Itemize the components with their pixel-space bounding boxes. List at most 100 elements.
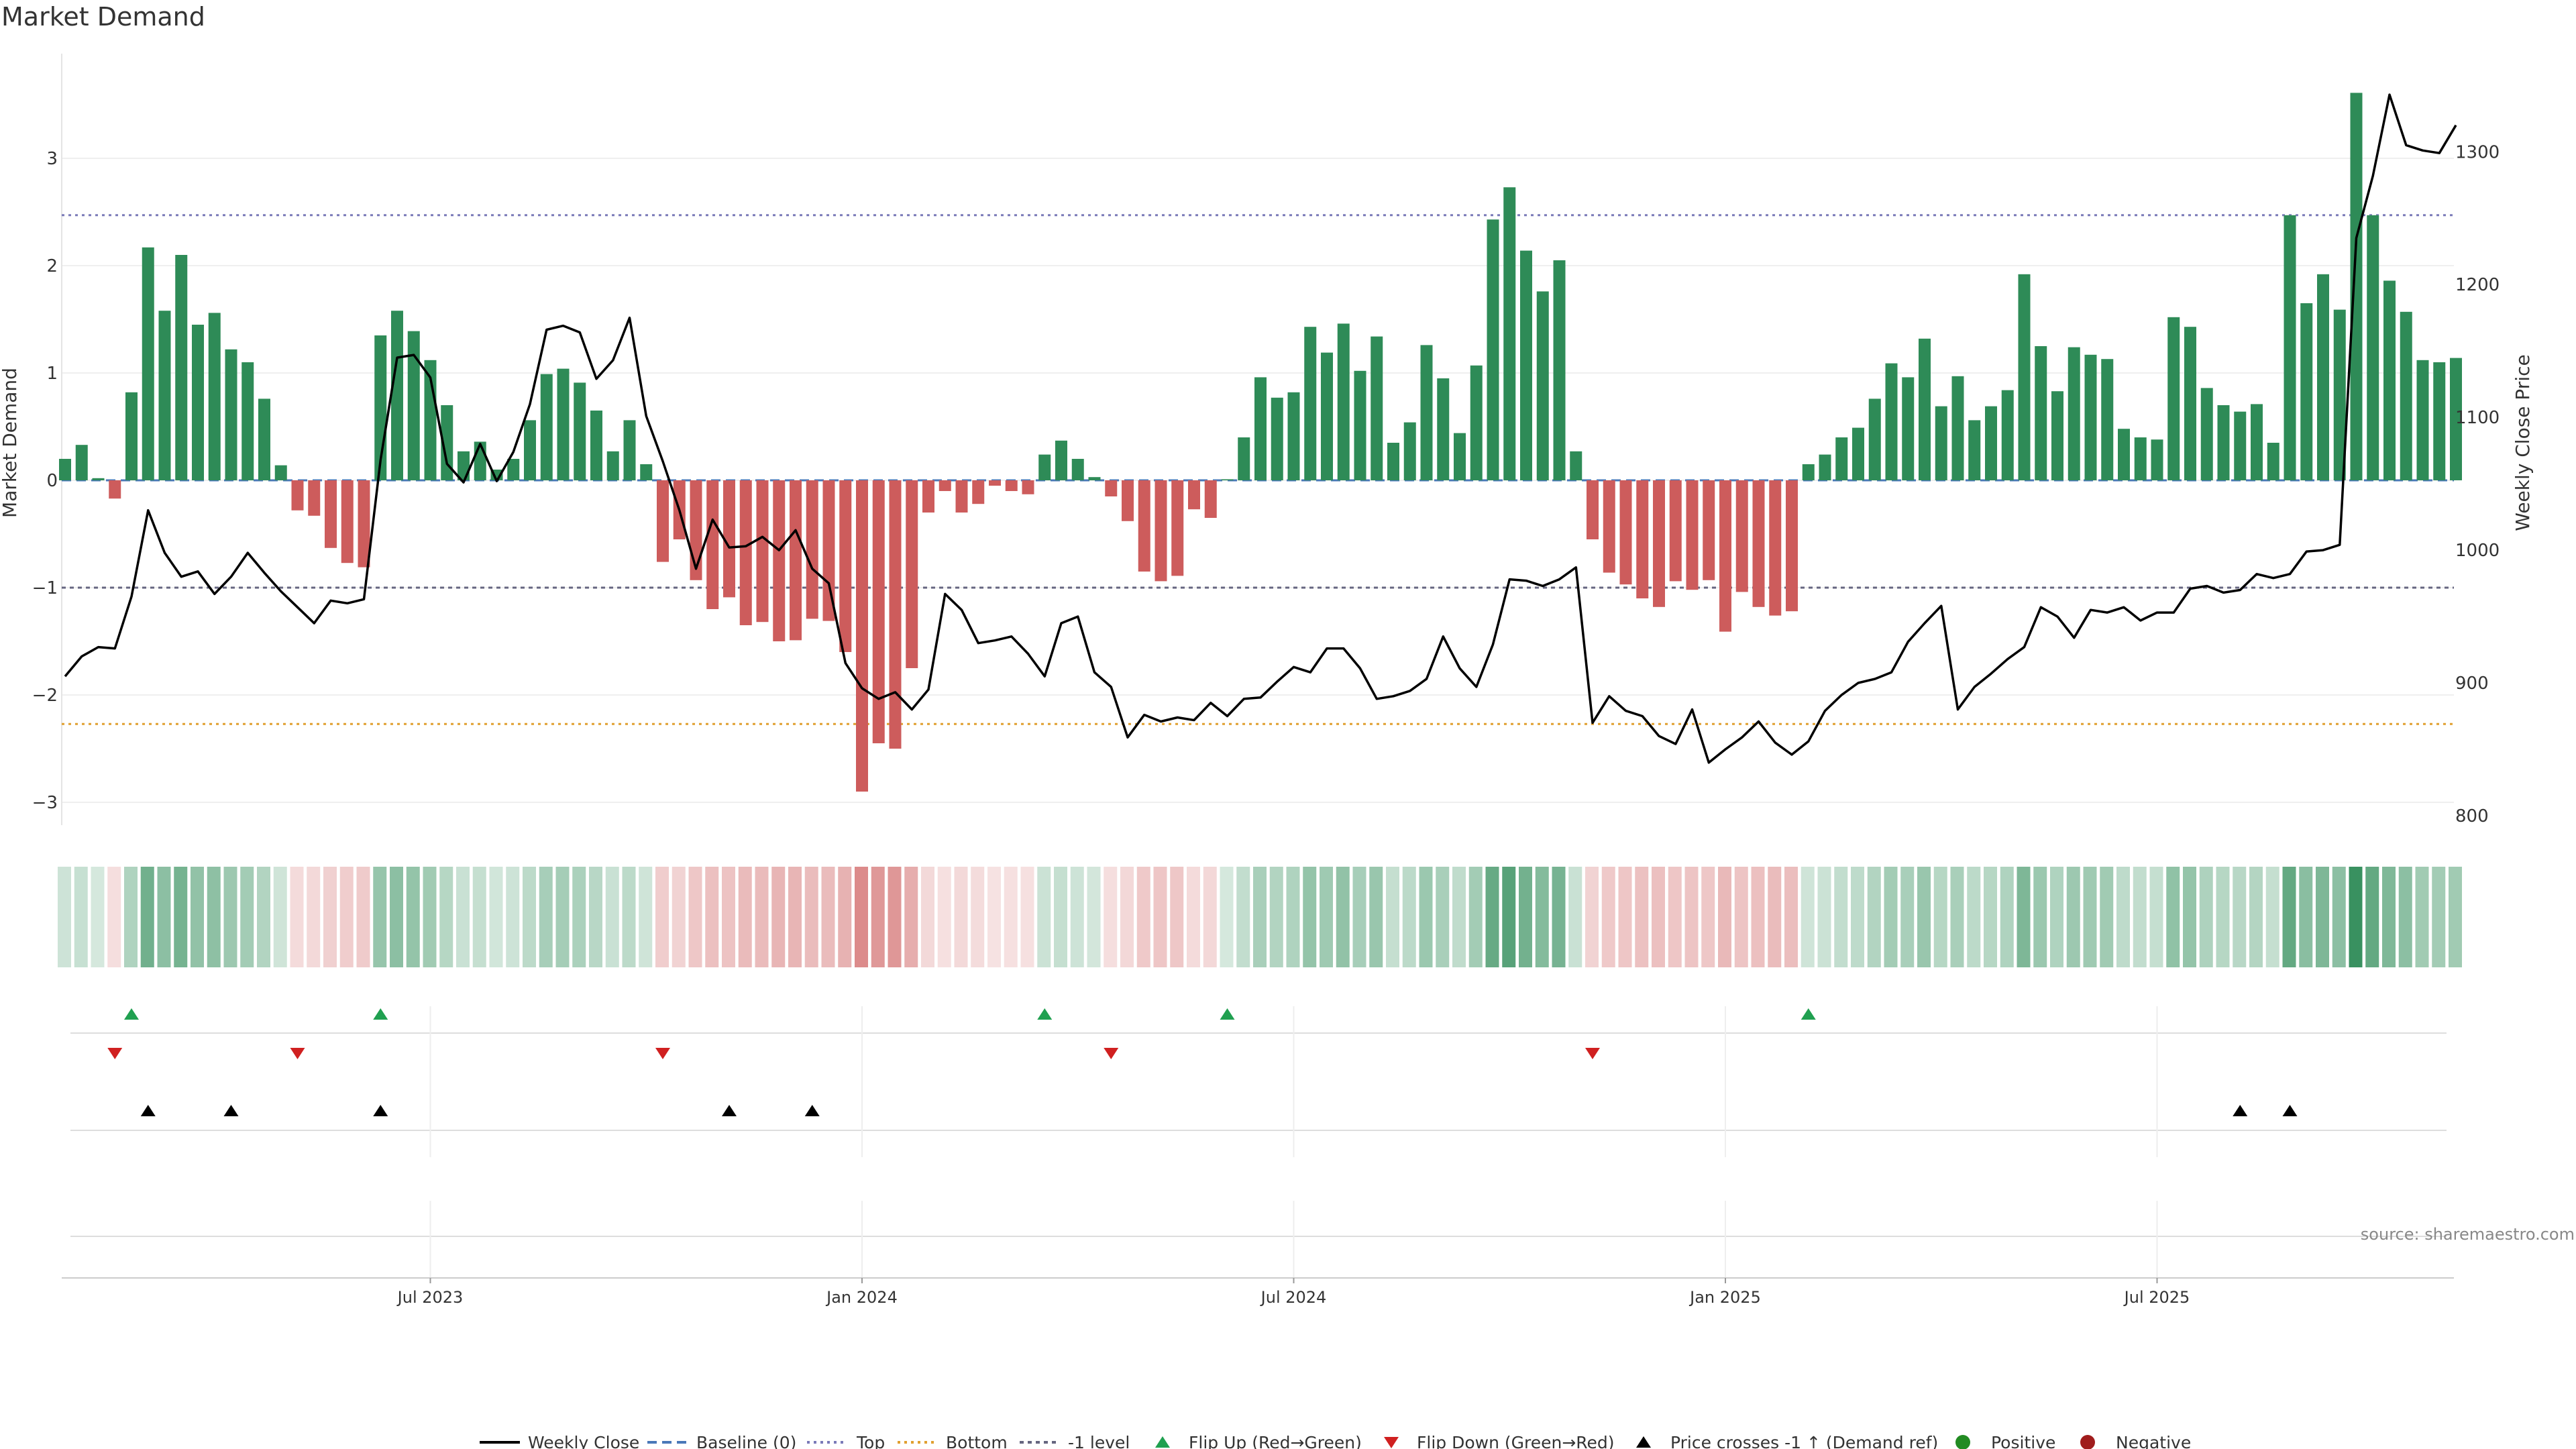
demand-bar (1271, 397, 1283, 480)
demand-bars (59, 93, 2462, 792)
demand-bar (739, 480, 752, 625)
left-tick-label: 3 (46, 149, 58, 169)
heat-cell (2332, 867, 2346, 967)
heat-cell (688, 867, 702, 967)
heat-cell (2050, 867, 2063, 967)
heat-cell (804, 867, 818, 967)
left-tick-label: −3 (32, 793, 58, 813)
heat-cell (2083, 867, 2097, 967)
demand-bar (1470, 365, 1483, 480)
demand-bar (2217, 405, 2230, 480)
heat-cell (1320, 867, 1333, 967)
demand-bar (1304, 327, 1317, 480)
demand-bar (2416, 360, 2429, 480)
demand-bar (1155, 480, 1167, 582)
heat-cell (755, 867, 769, 967)
heat-cell (771, 867, 786, 967)
right-axis-label: Weekly Close Price (2512, 354, 2534, 531)
heat-cell (2299, 867, 2313, 967)
demand-bar (1254, 377, 1267, 480)
demand-bar (175, 255, 188, 480)
demand-bar (2184, 327, 2196, 480)
demand-bar (955, 480, 968, 513)
legend-label: Negative (2116, 1433, 2191, 1449)
demand-bar (1686, 480, 1699, 590)
heat-cell (1784, 867, 1798, 967)
flip-down-marker (1104, 1048, 1119, 1059)
heat-cell (1519, 867, 1532, 967)
heat-cell (472, 867, 486, 967)
heat-cell (307, 867, 321, 967)
heat-cell (1751, 867, 1765, 967)
demand-bar (258, 398, 270, 480)
demand-bar (1371, 336, 1383, 480)
right-tick-label: 1300 (2455, 142, 2500, 162)
heat-cell (1485, 867, 1499, 967)
heat-cell (207, 867, 221, 967)
heat-cell (1817, 867, 1831, 967)
demand-bar (623, 420, 636, 480)
legend-label: Top (856, 1433, 885, 1449)
demand-bar (1520, 250, 1532, 480)
heat-cell (1568, 867, 1582, 967)
heat-cell (1286, 867, 1300, 967)
heat-cell (1900, 867, 1915, 967)
legend-label: Positive (1991, 1433, 2055, 1449)
demand-bar (75, 445, 88, 480)
heat-cell (2398, 867, 2412, 967)
heat-cell (1452, 867, 1466, 967)
demand-bar (839, 480, 852, 652)
left-tick-label: −2 (32, 686, 58, 706)
legend-swatch-flip-down (1384, 1437, 1399, 1448)
heat-cell (1037, 867, 1051, 967)
price-cross-marker (804, 1105, 820, 1116)
heat-cell (1054, 867, 1067, 967)
demand-bar (2234, 411, 2247, 480)
legend-swatch-price-cross (1636, 1436, 1651, 1448)
demand-bar (1968, 420, 1981, 480)
heat-cell (888, 867, 902, 967)
heat-cell (1236, 867, 1250, 967)
demand-bar (2251, 404, 2263, 480)
heat-cell (1718, 867, 1731, 967)
demand-bar (1337, 323, 1350, 480)
heat-cell (2316, 867, 2329, 967)
heat-cell (1884, 867, 1898, 967)
demand-bar (540, 374, 553, 480)
right-tick-label: 900 (2455, 674, 2489, 694)
right-tick-label: 800 (2455, 806, 2489, 826)
demand-bar (1951, 376, 1964, 480)
price-cross-marker (2282, 1105, 2298, 1116)
chart-title: Market Demand (1, 2, 205, 32)
heat-cell (323, 867, 337, 967)
demand-bar (308, 480, 321, 516)
heat-cell (1867, 867, 1881, 967)
x-tick-label: Jul 2024 (1260, 1288, 1327, 1307)
demand-bar (1885, 363, 1898, 480)
demand-bar (125, 392, 138, 480)
heat-cell (2183, 867, 2196, 967)
demand-bar (1653, 480, 1665, 607)
demand-bar (1553, 260, 1566, 480)
heat-cell (1153, 867, 1167, 967)
heat-cell (871, 867, 885, 967)
x-tick-label: Jan 2025 (1688, 1288, 1761, 1307)
heat-cell (987, 867, 1001, 967)
heat-cell (191, 867, 204, 967)
demand-heat-strip (58, 867, 2462, 967)
right-axis-ticks: 1300 1200 1100 1000 900 800 (2455, 142, 2500, 826)
demand-bar (1204, 480, 1217, 518)
demand-bar (2433, 362, 2446, 480)
demand-bar (507, 459, 520, 480)
demand-bar (92, 478, 105, 480)
demand-bar (1835, 437, 1848, 480)
legend-label: Price crosses -1 ↑ (Demand ref) (1670, 1433, 1938, 1449)
heat-cell (1535, 867, 1549, 967)
heat-cell (1768, 867, 1782, 967)
legend-swatch-flip-up (1155, 1436, 1170, 1448)
demand-bar (1238, 437, 1250, 480)
heat-cell (2199, 867, 2213, 967)
legend-swatch-positive (1955, 1435, 1970, 1449)
heat-cell (2282, 867, 2296, 967)
demand-bar (1403, 422, 1416, 480)
